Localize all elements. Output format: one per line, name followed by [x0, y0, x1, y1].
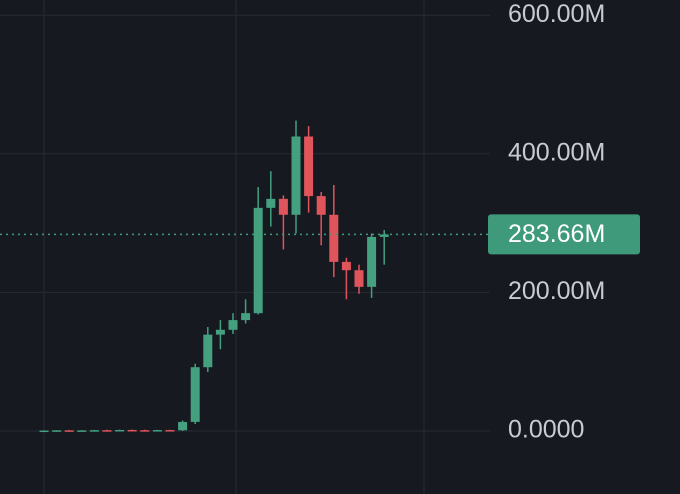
y-tick-label: 0.0000 — [508, 416, 584, 444]
candle-body — [89, 430, 99, 432]
candle-body — [241, 313, 251, 321]
candle-body — [178, 421, 188, 431]
candle-body — [304, 136, 314, 197]
price-label: 283.66M — [508, 220, 605, 248]
candle-body — [39, 430, 49, 433]
price-label-box — [488, 214, 640, 255]
candle-body — [115, 429, 125, 432]
candle-body — [152, 430, 162, 432]
candle-body — [64, 430, 74, 432]
candle-body — [278, 198, 288, 215]
candle-body — [215, 329, 225, 335]
candle-body — [190, 367, 200, 422]
candle-body — [228, 320, 238, 330]
candle-body — [102, 430, 112, 432]
y-tick-label: 400.00M — [508, 138, 605, 166]
candle-body — [354, 270, 364, 287]
candle-body — [266, 198, 276, 208]
candle-body — [52, 430, 62, 432]
candle-body — [253, 207, 263, 314]
y-tick-label: 600.00M — [508, 0, 605, 28]
candle-body — [316, 196, 326, 215]
candle-body — [291, 136, 301, 215]
candle-body — [367, 236, 377, 287]
candle-body — [329, 214, 339, 262]
candle-body — [203, 334, 213, 368]
candle-body — [341, 261, 351, 271]
candle-body — [127, 429, 137, 432]
candle-body — [165, 430, 175, 432]
candle-body — [140, 430, 150, 432]
y-tick-label: 200.00M — [508, 277, 605, 305]
candle-body — [77, 430, 87, 432]
candle-body — [379, 234, 389, 237]
